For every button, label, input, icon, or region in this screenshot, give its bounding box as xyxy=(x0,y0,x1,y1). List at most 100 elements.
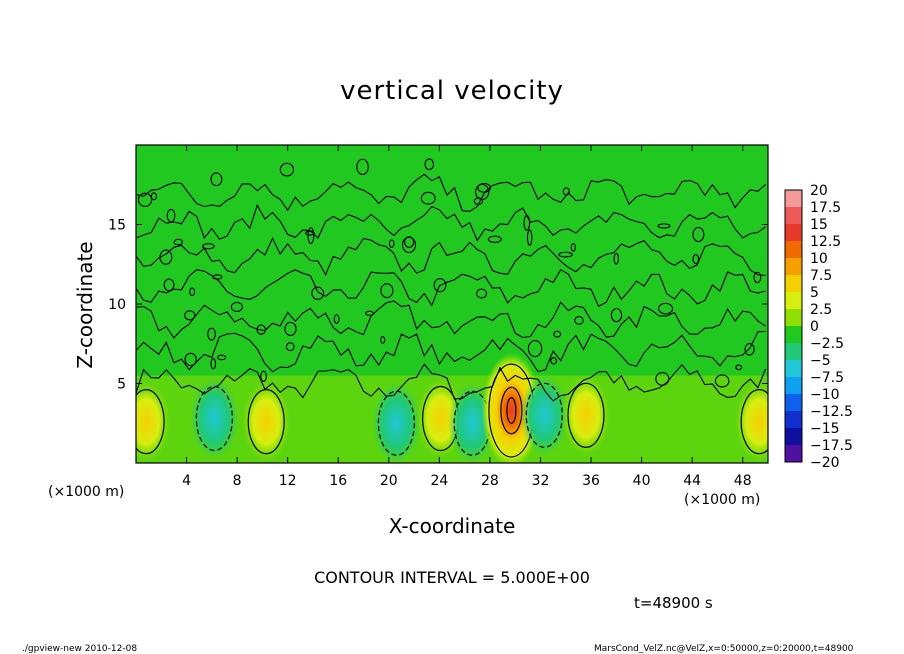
contour-line xyxy=(740,389,768,455)
colorbar-label: 17.5 xyxy=(810,200,841,216)
contour-line xyxy=(279,162,295,177)
colorbar-cell xyxy=(785,411,802,429)
contour-line xyxy=(477,182,491,193)
x-tick-label: 40 xyxy=(633,473,651,489)
contour-line xyxy=(735,364,743,371)
contour-line xyxy=(159,249,173,265)
contour-line xyxy=(744,343,755,356)
contour-line xyxy=(476,288,488,299)
contour-line xyxy=(184,352,197,367)
x-unit-label-right: (×1000 m) xyxy=(684,492,761,508)
colorbar-frame xyxy=(784,189,803,463)
contour-line xyxy=(210,358,217,370)
contour-line xyxy=(230,301,243,313)
chart-title: vertical velocity xyxy=(340,76,564,106)
contour-line xyxy=(506,397,517,424)
colorbar: 2017.51512.5107.552.50−2.5−5−7.5−10−12.5… xyxy=(784,183,853,471)
contour-interval-note: CONTOUR INTERVAL = 5.000E+00 xyxy=(314,568,590,587)
contour-line xyxy=(657,223,671,229)
colorbar-cell xyxy=(785,394,802,412)
updraft-cell xyxy=(242,381,291,462)
colorbar-label: 2.5 xyxy=(810,302,832,318)
colorbar-label: 7.5 xyxy=(810,268,832,284)
footer-left: ./gpview-new 2010-12-08 xyxy=(22,644,138,654)
contour-line xyxy=(753,271,762,284)
contour-line xyxy=(212,274,223,280)
colorbar-label: −7.5 xyxy=(810,370,844,386)
colorbar-cell xyxy=(785,190,802,208)
y-axis-label: Z-coordinate xyxy=(73,241,97,368)
contour-line xyxy=(658,302,674,315)
colorbar-label: −15 xyxy=(810,421,840,437)
colorbar-cell xyxy=(785,224,802,242)
updraft-cell xyxy=(561,375,610,456)
contour-line xyxy=(307,227,315,244)
contour-line xyxy=(333,314,340,324)
contour-line xyxy=(655,372,670,386)
plot-area xyxy=(136,145,768,463)
contour-line xyxy=(285,342,295,352)
x-tick-label: 8 xyxy=(233,473,242,489)
contour-line xyxy=(692,253,700,265)
contour-line xyxy=(136,268,766,308)
colorbar-label: 12.5 xyxy=(810,234,841,250)
contour-line xyxy=(401,236,417,254)
colorbar-cell xyxy=(785,360,802,378)
contour-line xyxy=(692,226,705,243)
contour-line xyxy=(256,324,266,335)
x-axis: 4 8 12 16 20 24 28 32 36 40 44 48 xyxy=(182,145,752,489)
contour-line xyxy=(150,192,158,201)
contour-line xyxy=(136,389,165,455)
contour-line xyxy=(420,191,436,205)
contour-line xyxy=(247,389,285,455)
colorbar-cell xyxy=(785,326,802,344)
colorbar-cell xyxy=(785,309,802,327)
contour-line xyxy=(136,330,766,373)
y-tick-label: 10 xyxy=(108,297,126,313)
contour-line xyxy=(163,278,175,292)
x-axis-label: X-coordinate xyxy=(388,514,516,538)
contour-line xyxy=(570,242,576,252)
contour-line xyxy=(380,336,386,344)
colorbar-cell xyxy=(785,241,802,259)
contour-line xyxy=(567,382,605,448)
colorbar-cell xyxy=(785,292,802,310)
colorbar-cell xyxy=(785,207,802,225)
x-tick-label: 28 xyxy=(481,473,499,489)
contour-line xyxy=(166,208,176,223)
y-tick-label: 15 xyxy=(108,218,126,234)
contour-line xyxy=(526,229,533,246)
colorbar-label: −5 xyxy=(810,353,831,369)
colorbar-label: −2.5 xyxy=(810,336,844,352)
contour-line xyxy=(217,354,227,361)
updraft-cell xyxy=(136,381,171,462)
colorbar-label: −10 xyxy=(810,387,840,403)
contour-line xyxy=(433,278,447,293)
colorbar-label: 0 xyxy=(810,319,819,335)
colorbar-label: 15 xyxy=(810,217,828,233)
contour-line xyxy=(210,172,223,187)
contour-line xyxy=(136,203,766,242)
contour-line xyxy=(610,308,623,323)
contour-line xyxy=(714,374,730,388)
colorbar-cell xyxy=(785,377,802,395)
contour-line xyxy=(527,340,543,358)
contour-line xyxy=(311,286,325,300)
downdraft-cell xyxy=(372,383,421,463)
colorbar-cell xyxy=(785,445,802,463)
colorbar-cell xyxy=(785,275,802,293)
x-tick-label: 36 xyxy=(582,473,600,489)
x-unit-label-left: (×1000 m) xyxy=(48,484,125,500)
contour-line xyxy=(184,310,196,321)
x-tick-label: 48 xyxy=(734,473,752,489)
contour-line xyxy=(260,370,267,382)
time-label: t=48900 s xyxy=(634,594,713,612)
contour-line xyxy=(136,173,766,212)
contour-line xyxy=(424,158,435,171)
x-tick-label: 32 xyxy=(532,473,550,489)
contour-line xyxy=(365,310,375,316)
contour-line xyxy=(388,239,395,248)
downdraft-cell xyxy=(190,378,239,459)
contour-line xyxy=(553,330,562,338)
